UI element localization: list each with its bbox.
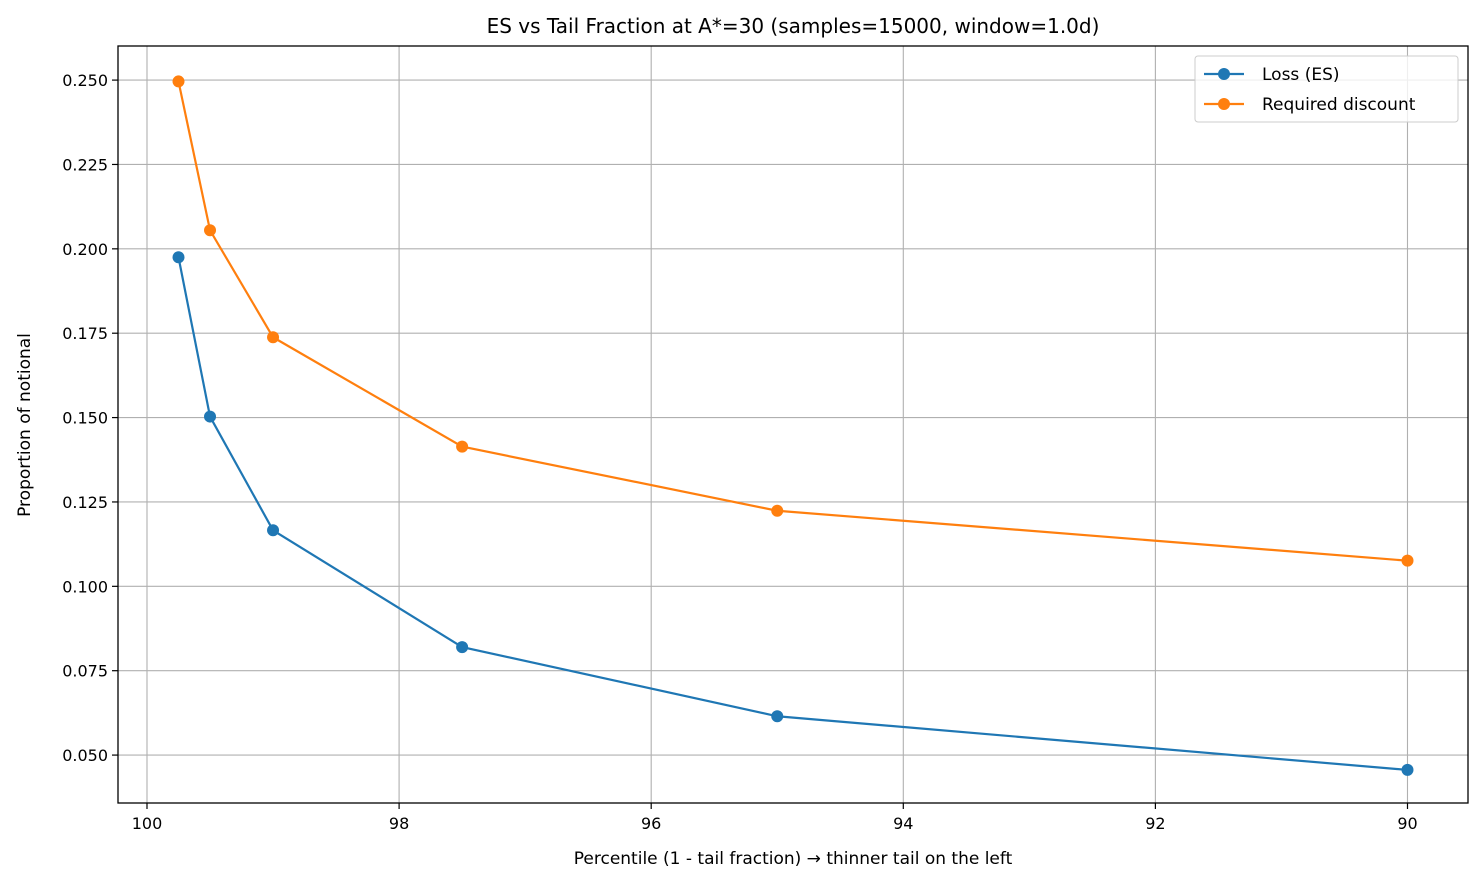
grid xyxy=(118,46,1468,803)
data-point xyxy=(456,440,469,453)
y-tick-label: 0.150 xyxy=(62,409,108,428)
legend-label-loss: Loss (ES) xyxy=(1262,65,1340,85)
series-group xyxy=(172,75,1414,776)
y-tick-label: 0.200 xyxy=(62,240,108,259)
y-axis-label: Proportion of notional xyxy=(15,333,35,517)
data-point xyxy=(172,75,185,88)
x-tick-label: 98 xyxy=(389,814,409,833)
x-tick-label: 96 xyxy=(641,814,661,833)
x-tick-label: 90 xyxy=(1397,814,1417,833)
y-tick-label: 0.075 xyxy=(62,662,108,681)
data-point xyxy=(1401,554,1414,567)
data-point xyxy=(267,331,280,344)
x-tick-label: 100 xyxy=(132,814,163,833)
series-line-1 xyxy=(177,81,1408,562)
y-tick-label: 0.175 xyxy=(62,324,108,343)
legend-box xyxy=(1194,55,1459,123)
plot-frame xyxy=(117,45,1469,804)
x-tick-label: 94 xyxy=(893,814,913,833)
y-axis-ticks: 0.050 0.075 0.100 0.125 0.150 0.175 0.200 0.225… xyxy=(62,71,118,765)
data-point xyxy=(771,710,784,723)
x-axis-label: Percentile (1 - tail fraction) → thinner… xyxy=(574,849,1013,869)
data-point xyxy=(771,504,784,517)
data-point xyxy=(267,524,280,537)
chart-title: ES vs Tail Fraction at A*=30 (samples=15… xyxy=(487,14,1100,38)
data-point xyxy=(1401,763,1414,776)
series-line-0 xyxy=(177,257,1408,772)
x-axis-ticks: 100 98 96 94 92 90 xyxy=(132,803,1418,833)
data-point xyxy=(204,410,217,423)
legend-marker-loss xyxy=(1218,68,1230,80)
data-point xyxy=(204,224,217,237)
y-tick-label: 0.100 xyxy=(62,577,108,596)
legend-marker-discount xyxy=(1218,98,1230,110)
data-point xyxy=(172,251,185,264)
legend-label-discount: Required discount xyxy=(1262,95,1416,115)
data-point xyxy=(456,641,469,654)
y-tick-label: 0.250 xyxy=(62,71,108,90)
y-tick-label: 0.050 xyxy=(62,746,108,765)
legend: Loss (ES) Required discount xyxy=(1194,55,1459,123)
x-tick-label: 92 xyxy=(1145,814,1165,833)
y-tick-label: 0.225 xyxy=(62,155,108,174)
y-tick-label: 0.125 xyxy=(62,493,108,512)
